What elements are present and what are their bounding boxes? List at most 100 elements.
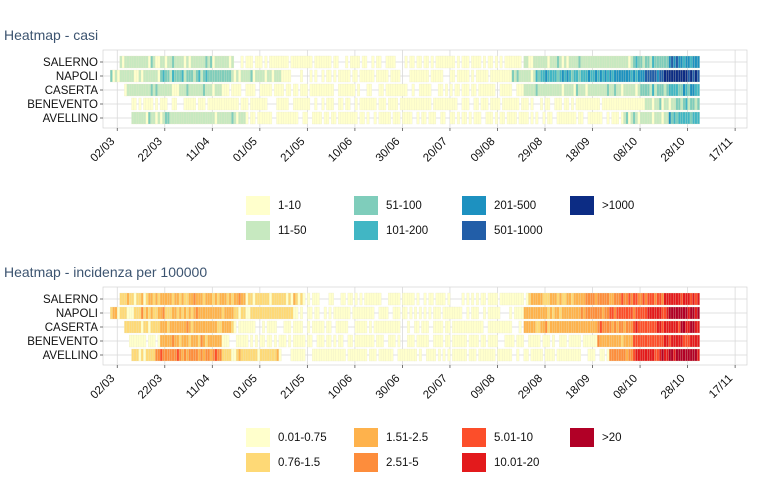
heat-cell <box>250 55 254 69</box>
heat-cell <box>250 348 254 362</box>
heat-cell <box>197 320 201 334</box>
heat-cell <box>651 292 655 306</box>
heat-cell <box>257 292 261 306</box>
heat-cell <box>119 306 123 320</box>
heat-cell <box>592 348 596 362</box>
heat-cell <box>571 348 574 362</box>
heat-cell <box>326 320 330 334</box>
heat-cell <box>468 111 472 125</box>
heat-row-avellino <box>131 348 700 362</box>
heat-cell <box>625 348 629 362</box>
heat-cell <box>388 334 391 348</box>
heat-cell <box>269 292 273 306</box>
heat-cell <box>573 348 577 362</box>
heat-cell <box>380 306 384 320</box>
heat-cell <box>487 320 491 334</box>
heat-cell <box>164 292 168 306</box>
heat-cell <box>216 306 220 320</box>
heat-cell <box>152 320 156 334</box>
heat-cell <box>197 292 201 306</box>
heat-cell <box>696 306 700 320</box>
heat-cell <box>214 320 218 334</box>
heat-cell <box>644 306 648 320</box>
heat-cell <box>566 97 570 111</box>
heat-cell <box>473 348 477 362</box>
heat-cell <box>183 292 187 306</box>
heat-cell <box>685 320 688 334</box>
heat-cell <box>283 306 287 320</box>
heat-cell <box>547 292 551 306</box>
heat-cell <box>212 334 216 348</box>
heat-cell <box>661 320 665 334</box>
heat-cell <box>340 292 344 306</box>
heat-cell <box>673 320 677 334</box>
heat-cell <box>490 55 494 69</box>
heat-cell <box>428 292 432 306</box>
heat-cell <box>632 292 636 306</box>
heat-cell <box>262 348 265 362</box>
heat-cell <box>224 292 227 306</box>
heat-cell <box>145 292 149 306</box>
heat-cell <box>437 292 441 306</box>
y-tick-label: AVELLINO <box>43 350 98 362</box>
heat-cell <box>378 55 382 69</box>
heat-cell <box>511 292 515 306</box>
heat-cell <box>354 97 358 111</box>
heat-cell <box>162 306 166 320</box>
heat-cell <box>174 320 177 334</box>
heat-cell <box>668 292 672 306</box>
heat-cell <box>316 348 320 362</box>
chart-title-casi: Heatmap - casi <box>4 27 99 43</box>
heat-cell <box>568 306 572 320</box>
heat-cell <box>692 306 696 320</box>
heat-cell <box>219 348 223 362</box>
heat-cell <box>689 348 693 362</box>
heat-cell <box>547 306 551 320</box>
heat-cell <box>392 306 396 320</box>
heat-cell <box>575 348 579 362</box>
heat-cell <box>663 348 667 362</box>
heat-cell <box>537 320 541 334</box>
heat-cell <box>169 348 173 362</box>
heat-cell <box>694 306 698 320</box>
heat-cell <box>240 348 244 362</box>
heat-cell <box>347 97 351 111</box>
heat-cell <box>456 83 460 97</box>
heat-cell <box>214 306 218 320</box>
heat-cell <box>504 320 508 334</box>
heat-cell <box>523 306 527 320</box>
heat-cell <box>138 306 142 320</box>
heat-cell <box>528 292 532 306</box>
heat-cell <box>216 348 220 362</box>
heat-cell <box>473 320 477 334</box>
heat-cell <box>321 69 325 83</box>
heat-cell <box>397 292 401 306</box>
heat-cell <box>670 320 674 334</box>
legend-item: 1.51-2.5 <box>354 428 462 447</box>
heat-cell <box>129 292 132 306</box>
heat-cell <box>552 306 555 320</box>
heat-cell <box>416 320 420 334</box>
heat-cell <box>518 306 522 320</box>
heat-cell <box>373 348 377 362</box>
heat-cell <box>563 306 567 320</box>
heat-cell <box>630 320 634 334</box>
heat-cell <box>254 334 258 348</box>
heat-cell <box>456 348 460 362</box>
heat-cell <box>347 292 351 306</box>
heat-cell <box>131 292 135 306</box>
heat-cell <box>530 348 534 362</box>
heat-cell <box>373 320 377 334</box>
heat-cell <box>461 292 465 306</box>
heat-cell <box>271 320 275 334</box>
heat-cell <box>435 292 439 306</box>
heat-cell <box>209 292 213 306</box>
heat-cell <box>311 348 315 362</box>
heat-cell <box>592 292 596 306</box>
legend-swatch <box>246 221 270 240</box>
heat-cell <box>644 320 648 334</box>
heat-cell <box>661 306 665 320</box>
heat-cell <box>178 292 182 306</box>
heat-cell <box>121 292 125 306</box>
heat-cell <box>178 334 182 348</box>
